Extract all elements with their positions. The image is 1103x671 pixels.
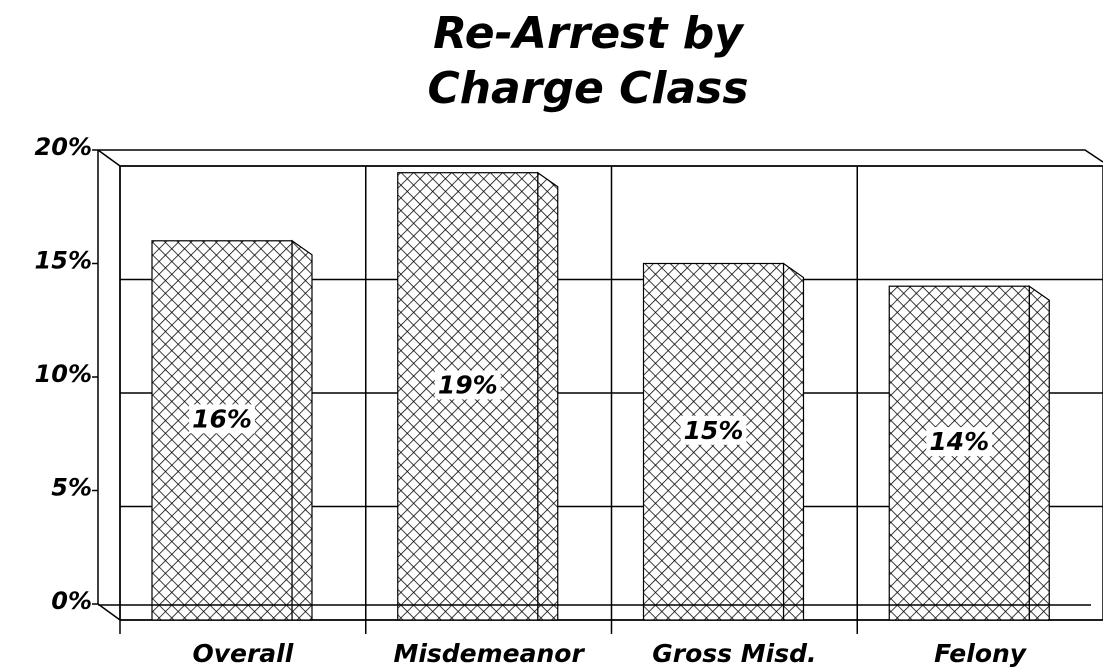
value-label-bg — [434, 370, 501, 400]
y-tick-label: 20% — [35, 133, 92, 161]
value-label: 15% — [684, 416, 744, 445]
y-tick-label: 0% — [51, 587, 92, 615]
bar-side — [1028, 285, 1050, 621]
chart-title: Charge Class — [427, 63, 748, 114]
x-tick-label: Overall — [192, 639, 293, 668]
value-label: 14% — [929, 427, 989, 456]
value-label-bg — [926, 427, 993, 457]
x-tick-label: Misdemeanor — [393, 639, 585, 668]
value-label: 19% — [438, 370, 498, 399]
x-tick-label: Gross Misd. — [652, 639, 816, 668]
y-tick-label: 15% — [35, 247, 92, 275]
bar-side — [537, 171, 559, 621]
value-label: 16% — [192, 404, 252, 433]
bar-side — [291, 239, 313, 621]
value-label-bg — [189, 404, 255, 434]
bar-side — [782, 262, 805, 621]
bar — [397, 172, 539, 621]
y-tick-label: 10% — [35, 360, 92, 388]
x-tick-label: Felony — [934, 639, 1028, 668]
chart-title: Re-Arrest by — [433, 8, 745, 59]
value-label-bg — [680, 415, 747, 445]
y-tick-label: 5% — [51, 474, 92, 502]
frame — [98, 149, 1103, 163]
frame — [97, 149, 1103, 167]
